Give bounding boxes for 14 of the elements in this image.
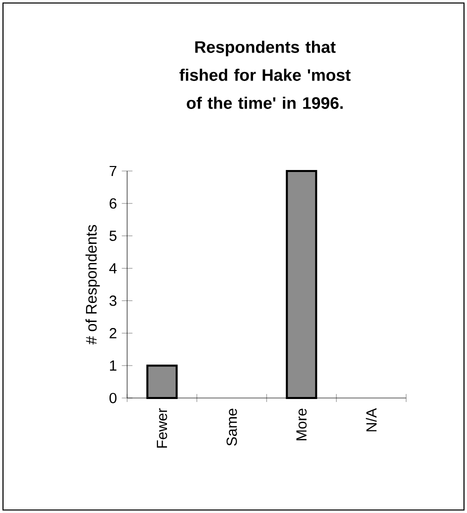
y-tick-label: 7 <box>110 166 116 176</box>
y-tick-label: 1 <box>110 360 116 371</box>
y-tick-label: 0 <box>109 392 116 404</box>
y-tick-label: 3 <box>109 296 116 306</box>
y-tick-label: 2 <box>110 328 116 338</box>
x-tick-label: N/A <box>366 408 377 432</box>
x-tick-label: Fewer <box>156 408 168 448</box>
y-tick-label: 6 <box>110 198 116 209</box>
x-tick-label: More <box>296 408 307 440</box>
y-axis-title: # of Respondents <box>85 224 100 345</box>
y-tick-label: 4 <box>109 263 117 274</box>
chart-title: Respondents that fished for Hake 'most of the time' in 1996. <box>180 40 351 109</box>
y-tick-label: 5 <box>110 230 116 241</box>
x-tick-label: Same <box>226 408 237 446</box>
